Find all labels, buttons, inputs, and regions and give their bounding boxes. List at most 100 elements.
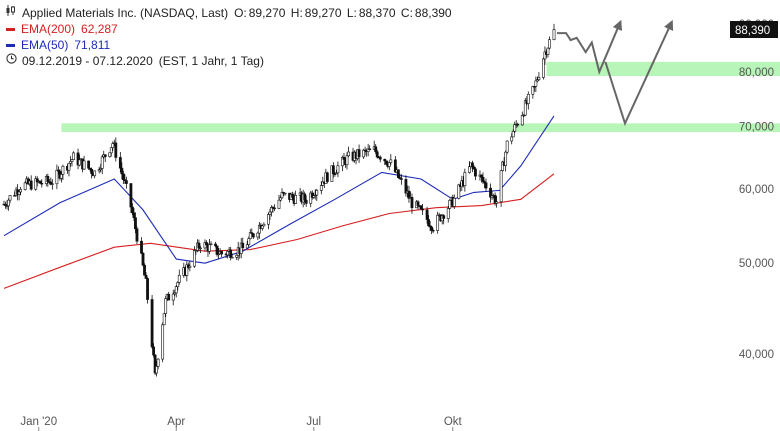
candle — [483, 180, 486, 188]
candle — [537, 72, 541, 81]
candle — [8, 194, 12, 204]
candle — [262, 222, 266, 227]
candle — [171, 289, 175, 306]
candle — [111, 141, 115, 151]
ohlc-values: O: 89,270 H: 89,270 L: 88,370 C: 88,390 — [234, 6, 452, 20]
candle — [250, 228, 254, 235]
candle — [428, 220, 432, 232]
candlesticks — [2, 23, 556, 377]
candle — [185, 261, 189, 282]
candle — [82, 155, 86, 170]
candle — [427, 215, 430, 227]
candle — [480, 174, 483, 183]
candle — [226, 250, 230, 259]
ema50-path — [3, 115, 555, 264]
candle — [70, 158, 74, 167]
candle — [312, 192, 316, 199]
candle — [335, 169, 338, 175]
candle — [118, 151, 122, 173]
projection-arrows — [557, 19, 674, 127]
candle — [452, 194, 456, 210]
ema50-label: EMA(50) — [21, 38, 69, 52]
candle — [34, 175, 38, 191]
candle — [99, 163, 103, 173]
candle — [407, 185, 411, 203]
candle — [345, 152, 349, 170]
candle — [192, 246, 196, 268]
last-price-label: 88,390 — [735, 25, 770, 37]
support-zones — [61, 61, 780, 133]
candle — [542, 57, 545, 80]
candle — [268, 208, 272, 221]
candle — [513, 121, 517, 133]
ema200-label: EMA(200) — [21, 22, 76, 36]
candle — [481, 172, 485, 185]
candle — [114, 137, 118, 162]
candle — [220, 250, 223, 257]
candle — [270, 205, 273, 217]
clock-icon — [6, 53, 18, 69]
candle — [404, 175, 408, 197]
candle — [167, 291, 171, 301]
legend-title-row: Applied Materials Inc. (NASDAQ, Last) O:… — [6, 5, 454, 21]
candle — [60, 171, 63, 183]
zone-2 — [546, 61, 780, 77]
candle — [55, 164, 59, 190]
candle — [140, 237, 143, 255]
candle — [325, 171, 329, 184]
last-price-marker: 88,390 — [730, 21, 778, 38]
candle — [164, 295, 168, 317]
candle — [162, 313, 166, 326]
candle — [520, 111, 524, 126]
candle — [88, 167, 92, 172]
x-tick-label: Jul — [306, 416, 321, 428]
candle — [121, 170, 125, 185]
candle — [90, 167, 94, 179]
candle — [108, 152, 112, 158]
candle — [490, 190, 494, 200]
candle — [495, 196, 498, 208]
candle — [256, 231, 260, 241]
candle — [319, 181, 323, 195]
candle — [399, 174, 403, 185]
candle — [493, 192, 497, 206]
candle — [463, 168, 467, 192]
candle — [97, 166, 101, 174]
candle — [523, 97, 527, 117]
ema200-value: 62,287 — [81, 22, 118, 36]
candle — [552, 23, 556, 41]
candle — [141, 252, 145, 267]
candle — [321, 176, 325, 187]
candle — [277, 194, 281, 210]
candle — [396, 169, 400, 179]
candle — [421, 203, 424, 215]
candle — [331, 162, 335, 178]
candle — [38, 180, 42, 184]
candle — [132, 208, 136, 221]
candle — [247, 236, 251, 247]
y-tick-label: 50,000 — [739, 258, 774, 270]
candle — [245, 240, 249, 249]
candle — [431, 228, 435, 234]
candle — [267, 212, 270, 230]
candle — [135, 226, 139, 245]
candle — [61, 164, 65, 181]
x-tick-label: Apr — [167, 416, 185, 428]
legend-ema200-row: EMA(200) 62,287 — [6, 21, 454, 37]
candle — [548, 36, 551, 50]
candle — [303, 191, 307, 205]
candle — [310, 190, 314, 200]
candle — [375, 149, 379, 159]
candle — [56, 166, 60, 175]
candle — [522, 113, 526, 117]
candle — [347, 146, 350, 158]
ema200-swatch — [6, 27, 15, 31]
candle — [260, 224, 264, 231]
candle — [174, 285, 178, 298]
candle — [109, 147, 113, 157]
candle — [40, 179, 44, 188]
candle — [176, 281, 180, 291]
candle — [501, 160, 505, 172]
